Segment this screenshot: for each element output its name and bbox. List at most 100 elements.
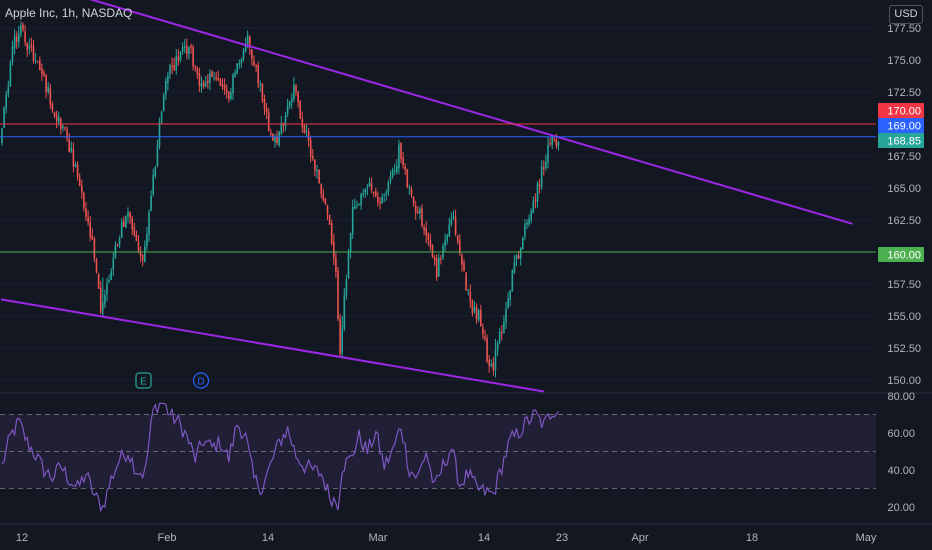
candle-body <box>450 219 453 225</box>
price-tick-label: 152.50 <box>887 343 921 355</box>
time-tick-label: 14 <box>262 532 274 544</box>
price-tick-label: 177.50 <box>887 23 921 35</box>
candle-body <box>118 238 121 245</box>
candle-body <box>261 83 264 101</box>
candle-body <box>356 205 358 207</box>
candle-body <box>34 60 37 62</box>
rsi-pane <box>0 402 876 513</box>
candle-body <box>49 88 52 105</box>
candle-body <box>64 127 66 129</box>
candle-body <box>467 289 469 291</box>
candle-body <box>295 85 297 92</box>
price-tick-label: 175.00 <box>887 55 921 67</box>
candle-body <box>15 36 18 42</box>
candle-body <box>326 205 329 214</box>
time-tick-label: 23 <box>556 532 568 544</box>
time-tick-label: May <box>856 532 877 544</box>
candle-body <box>303 125 306 133</box>
price-tag[interactable] <box>878 133 924 148</box>
candle-body <box>536 183 539 202</box>
candle-body <box>192 46 194 67</box>
candle-body <box>32 46 35 61</box>
candle-body <box>148 211 150 236</box>
candle-body <box>396 166 398 172</box>
chart-title: Apple Inc, 1h, NASDAQ <box>5 6 133 20</box>
candle-body <box>177 56 180 61</box>
candle-body <box>24 31 26 43</box>
candle-body <box>43 72 45 76</box>
candle-body <box>534 199 537 201</box>
candle-body <box>328 214 331 225</box>
candle-body <box>1 128 3 144</box>
price-tag[interactable] <box>878 247 924 262</box>
candle-body <box>324 199 327 205</box>
candle-body <box>446 235 448 241</box>
candle-body <box>524 224 526 237</box>
candle-body <box>339 318 341 354</box>
candle-body <box>30 45 33 47</box>
candle-body <box>194 65 196 68</box>
candle-body <box>469 291 472 302</box>
candle-body <box>530 211 532 220</box>
candle-body <box>515 254 518 261</box>
candle-body <box>135 234 138 241</box>
trendline-lower[interactable] <box>0 298 544 393</box>
candle-body <box>57 116 60 123</box>
price-tag-label: 160.00 <box>887 250 921 262</box>
currency-button[interactable]: USD <box>889 5 923 24</box>
price-tag[interactable] <box>878 103 924 118</box>
candle-body <box>62 126 64 128</box>
candle-body <box>238 63 241 65</box>
candle-body <box>492 362 495 371</box>
trendlines[interactable] <box>0 0 853 393</box>
candle-body <box>228 91 230 99</box>
candle-body <box>421 207 423 226</box>
candle-body <box>249 36 251 48</box>
candle-body <box>45 74 47 92</box>
candle-body <box>473 306 476 312</box>
candle-body <box>133 227 136 236</box>
candle-body <box>423 227 425 231</box>
candle-body <box>104 295 106 305</box>
candle-body <box>123 221 125 227</box>
candle-body <box>503 321 505 333</box>
candle-body <box>501 331 503 334</box>
candle-body <box>162 95 165 111</box>
candle-body <box>234 72 236 77</box>
earnings-icon[interactable] <box>135 372 152 389</box>
trendline-upper[interactable] <box>1 0 853 225</box>
candle-body <box>484 335 486 339</box>
dividend-icon[interactable] <box>192 372 210 389</box>
candle-body <box>545 161 547 168</box>
candle-body <box>312 156 314 159</box>
candle-body <box>183 45 186 48</box>
candle-body <box>538 184 541 187</box>
candle-body <box>93 238 96 259</box>
candle-body <box>257 65 259 84</box>
candle-body <box>85 208 87 218</box>
candle-body <box>448 224 451 237</box>
candle-body <box>406 169 409 188</box>
candle-body <box>139 252 142 256</box>
candle-body <box>9 62 12 87</box>
candle-body <box>477 310 480 321</box>
candle-body <box>263 99 266 110</box>
time-axis[interactable]: 12 Feb 14 Mar 14 23 Apr 18 May <box>0 523 932 544</box>
price-axis[interactable]: 150.00 152.50 155.00 157.50 160.00 162.50 165.… <box>878 23 924 514</box>
price-tag-label: 169.00 <box>887 121 921 133</box>
candle-body <box>320 184 322 195</box>
candle-body <box>433 257 436 261</box>
candle-body <box>171 65 173 67</box>
price-tag[interactable] <box>878 118 924 133</box>
candle-body <box>301 118 304 127</box>
candle-body <box>200 83 203 87</box>
candle-body <box>322 194 325 200</box>
candle-body <box>288 101 291 106</box>
candle-body <box>47 86 49 93</box>
candle-body <box>379 202 381 204</box>
candle-body <box>318 169 320 184</box>
horizontal-levels[interactable] <box>0 123 876 253</box>
candle-body <box>125 215 127 228</box>
